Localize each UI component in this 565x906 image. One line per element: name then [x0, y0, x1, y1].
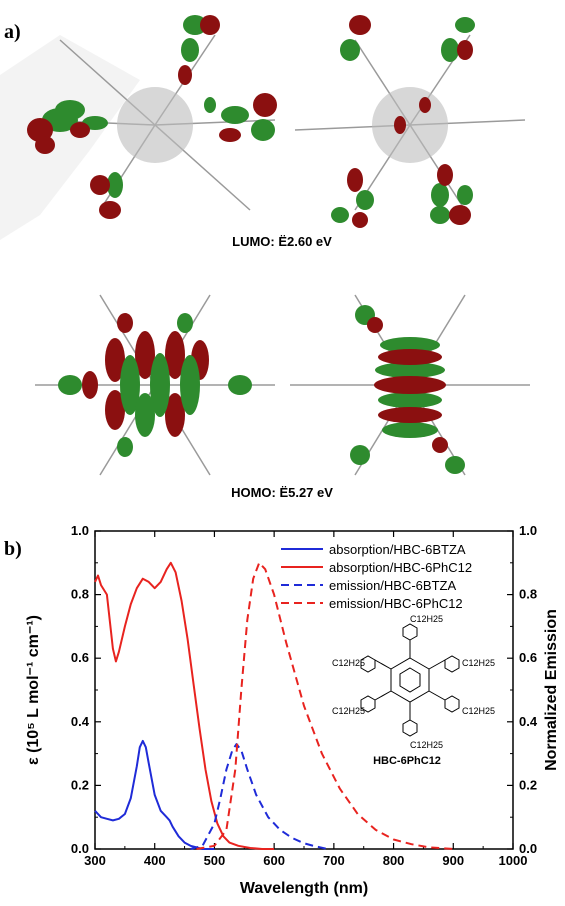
- substituent-top: C12H25: [410, 614, 443, 624]
- x-tick-label: 700: [323, 853, 345, 868]
- watermark-shape: [0, 35, 140, 240]
- panel-a-label: a): [4, 21, 21, 43]
- lumo-orbital-left: [27, 15, 277, 219]
- x-tick-label: 800: [383, 853, 405, 868]
- series-line-1: [94, 561, 275, 850]
- x-tick-label: 900: [442, 853, 464, 868]
- y-tick-label: 0.8: [71, 587, 89, 602]
- y-axis-title: ε (10⁵ L mol⁻¹ cm⁻¹): [25, 615, 42, 765]
- structure-inset: C12H25 C12H25 C12H25 C12H25 C12H25 C12H2…: [332, 614, 495, 767]
- y-tick-label: 0.2: [71, 777, 89, 792]
- y-right-tick-label: 0.8: [519, 587, 537, 602]
- spectra-chart: 300 400 500 600 700 800 900 1000 0.0 0.0 0.2 0.2 0.…: [25, 523, 560, 897]
- y-tick-label: 0.6: [71, 650, 89, 665]
- substituent-lower-left: C12H25: [332, 706, 365, 716]
- panel-b-label: b): [4, 538, 22, 560]
- y-right-tick-label: 0.2: [519, 777, 537, 792]
- legend-label: absorption/HBC-6BTZA: [329, 542, 466, 557]
- y-axis-right-title: Normalized Emission: [543, 609, 560, 771]
- homo-orbital-left: [35, 294, 275, 476]
- x-tick-label: 600: [263, 853, 285, 868]
- x-tick-label: 1000: [499, 853, 528, 868]
- substituent-lower-right: C12H25: [462, 706, 495, 716]
- substituent-upper-left: C12H25: [332, 658, 365, 668]
- legend-label: emission/HBC-6PhC12: [329, 596, 463, 611]
- x-axis-title: Wavelength (nm): [240, 880, 368, 897]
- series-line-3: [196, 561, 454, 850]
- y-right-tick-label: 1.0: [519, 523, 537, 538]
- x-tick-label: 400: [144, 853, 166, 868]
- y-tick-label: 1.0: [71, 523, 89, 538]
- legend-label: absorption/HBC-6PhC12: [329, 560, 472, 575]
- homo-caption: HOMO: Ë5.27 eV: [231, 485, 333, 500]
- y-tick-label: 0.0: [71, 841, 89, 856]
- substituent-bottom: C12H25: [410, 740, 443, 750]
- lumo-caption: LUMO: Ë2.60 eV: [232, 234, 332, 249]
- series-line-2: [190, 743, 329, 850]
- y-right-tick-label: 0.6: [519, 650, 537, 665]
- y-right-tick-label: 0.4: [519, 714, 538, 729]
- x-tick-label: 500: [204, 853, 226, 868]
- legend-label: emission/HBC-6BTZA: [329, 578, 456, 593]
- y-tick-label: 0.4: [71, 714, 90, 729]
- x-tick-label: 300: [84, 853, 106, 868]
- lumo-orbital-right: [294, 15, 526, 228]
- series-line-0: [94, 739, 215, 850]
- homo-orbital-right: [290, 294, 530, 476]
- legend: absorption/HBC-6BTZA absorption/HBC-6PhC1…: [281, 542, 472, 611]
- structure-name: HBC-6PhC12: [373, 755, 441, 767]
- substituent-upper-right: C12H25: [462, 658, 495, 668]
- y-right-tick-label: 0.0: [519, 841, 537, 856]
